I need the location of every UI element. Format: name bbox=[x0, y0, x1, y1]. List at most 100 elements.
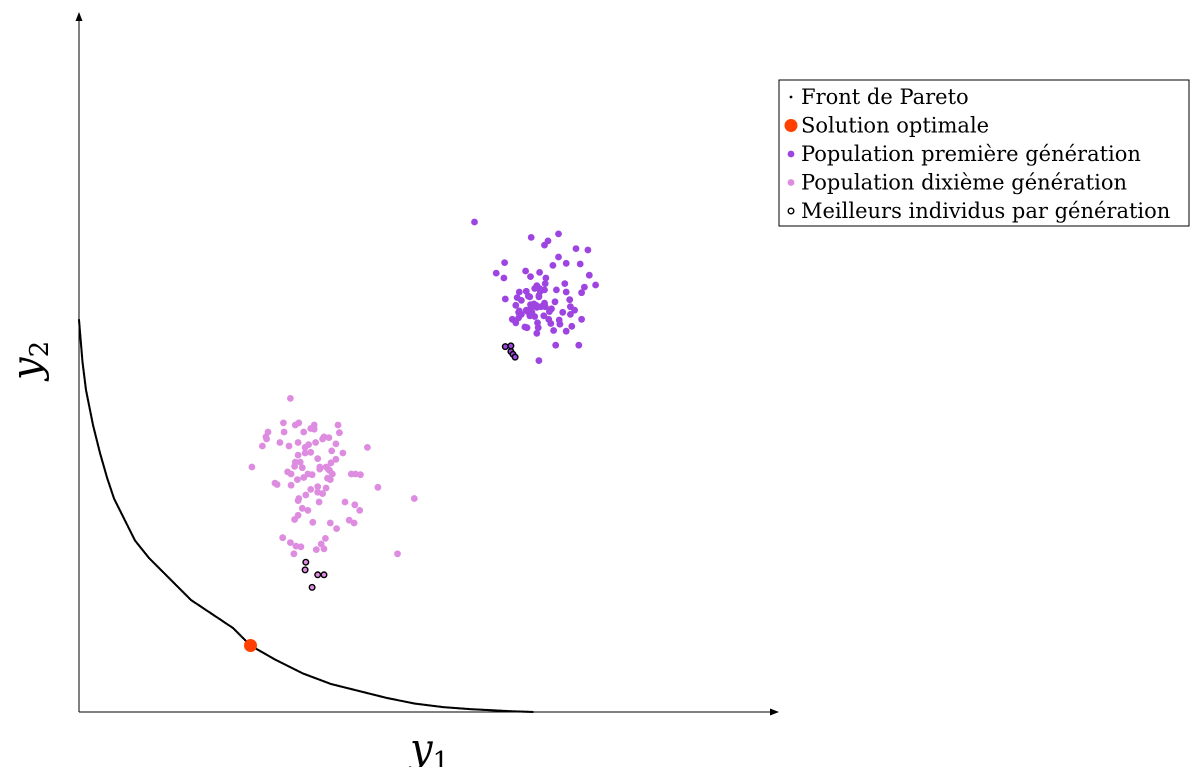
gen10-point bbox=[322, 535, 329, 542]
gen10-point bbox=[394, 550, 401, 558]
pareto-front-series bbox=[77, 318, 534, 714]
gen10-point bbox=[332, 455, 340, 463]
gen10-point bbox=[263, 435, 270, 443]
best-individuals-series bbox=[301, 342, 519, 591]
gen10-point bbox=[302, 491, 310, 499]
gen1-point bbox=[592, 281, 599, 289]
legend-label-gen10: Population dixième génération bbox=[801, 171, 1127, 195]
gen10-point bbox=[296, 458, 304, 466]
gen10-point bbox=[314, 483, 322, 490]
legend-entry-pareto: Front de Pareto bbox=[789, 85, 969, 109]
best-individual-point bbox=[301, 566, 309, 574]
gen1-point bbox=[492, 269, 500, 277]
best-individual-point bbox=[302, 558, 310, 566]
gen1-point bbox=[527, 273, 534, 280]
gen10-point bbox=[333, 525, 340, 532]
gen10-point bbox=[322, 484, 330, 492]
legend-entry-gen1: Population première génération bbox=[787, 142, 1141, 166]
gen1-point bbox=[535, 357, 543, 364]
gen10-point bbox=[287, 395, 294, 402]
y-axis-arrow-icon bbox=[75, 12, 83, 21]
gen1-point bbox=[578, 289, 585, 297]
gen10-point bbox=[295, 419, 303, 427]
gen1-point bbox=[551, 298, 559, 306]
gen10-point bbox=[332, 440, 340, 448]
x-axis-label: y1 bbox=[408, 726, 449, 767]
legend-marker-gen1 bbox=[787, 150, 795, 158]
gen10-point bbox=[325, 434, 333, 441]
gen10-point bbox=[280, 428, 288, 436]
gen1-point bbox=[513, 294, 521, 301]
gen1-point bbox=[562, 327, 570, 335]
gen10-point bbox=[300, 428, 308, 436]
gen10-point bbox=[276, 439, 284, 446]
gen1-point bbox=[552, 341, 560, 349]
gen1-point bbox=[532, 301, 540, 309]
gen1-point bbox=[555, 253, 562, 261]
gen10-point bbox=[316, 463, 324, 471]
optimal-point bbox=[244, 639, 257, 652]
gen1-point bbox=[534, 324, 542, 332]
gen10-point bbox=[410, 495, 418, 502]
gen1-point bbox=[524, 308, 532, 315]
gen1-point bbox=[584, 246, 592, 254]
gen1-point bbox=[536, 269, 543, 276]
gen10-point bbox=[320, 545, 328, 553]
gen1-point bbox=[540, 312, 548, 320]
gen10-point bbox=[307, 448, 315, 456]
gen10-point bbox=[314, 488, 322, 496]
x-axis-label-subscript: 1 bbox=[433, 747, 450, 767]
gen10-point bbox=[287, 539, 294, 546]
gen10-point bbox=[357, 471, 364, 479]
best-individual-point bbox=[308, 583, 316, 591]
gen1-point bbox=[533, 329, 541, 337]
legend-marker-best bbox=[787, 207, 795, 215]
gen1-point bbox=[541, 280, 549, 287]
pareto-point bbox=[531, 710, 534, 714]
gen1-point bbox=[523, 324, 531, 332]
gen1-point bbox=[515, 314, 522, 322]
gen10-point bbox=[300, 474, 308, 481]
gen10-point bbox=[312, 546, 320, 553]
gen1-point bbox=[526, 293, 534, 301]
gen1-point bbox=[562, 288, 570, 296]
gen10-point bbox=[364, 444, 371, 451]
gen10-point bbox=[280, 419, 287, 427]
gen10-point bbox=[291, 462, 298, 470]
gen1-point bbox=[572, 245, 580, 253]
legend-label-optimal: Solution optimale bbox=[801, 114, 989, 138]
gen1-point bbox=[531, 313, 539, 320]
gen10-point bbox=[327, 459, 335, 467]
gen1-point bbox=[562, 259, 570, 267]
axes bbox=[75, 12, 779, 716]
gen10-point bbox=[285, 442, 293, 450]
gen10-point bbox=[259, 442, 266, 450]
gen10-point bbox=[309, 518, 317, 526]
gen1-point bbox=[567, 311, 574, 318]
gen1-point bbox=[527, 234, 535, 241]
gen10-point bbox=[308, 471, 316, 479]
gen10-point bbox=[350, 519, 358, 527]
gen1-point bbox=[545, 315, 553, 323]
best-individual-point bbox=[501, 343, 509, 351]
gen1-point bbox=[522, 287, 530, 295]
gen10-point bbox=[339, 449, 347, 457]
gen1-point bbox=[578, 315, 585, 323]
legend-label-gen1: Population première génération bbox=[801, 142, 1141, 166]
gen10-point bbox=[248, 463, 256, 471]
gen1-point bbox=[559, 308, 567, 316]
gen10-point bbox=[294, 476, 301, 483]
gen10-point bbox=[298, 504, 306, 512]
population-gen10-series bbox=[248, 395, 418, 558]
legend-label-pareto: Front de Pareto bbox=[801, 85, 969, 109]
gen10-point bbox=[307, 486, 315, 493]
gen10-point bbox=[310, 425, 318, 433]
gen1-point bbox=[571, 306, 578, 314]
gen1-point bbox=[508, 315, 516, 323]
legend-entry-best: Meilleurs individus par génération bbox=[787, 199, 1170, 223]
gen1-point bbox=[541, 241, 548, 249]
gen10-point bbox=[294, 451, 302, 459]
gen1-point bbox=[555, 316, 563, 324]
gen10-point bbox=[315, 498, 323, 506]
